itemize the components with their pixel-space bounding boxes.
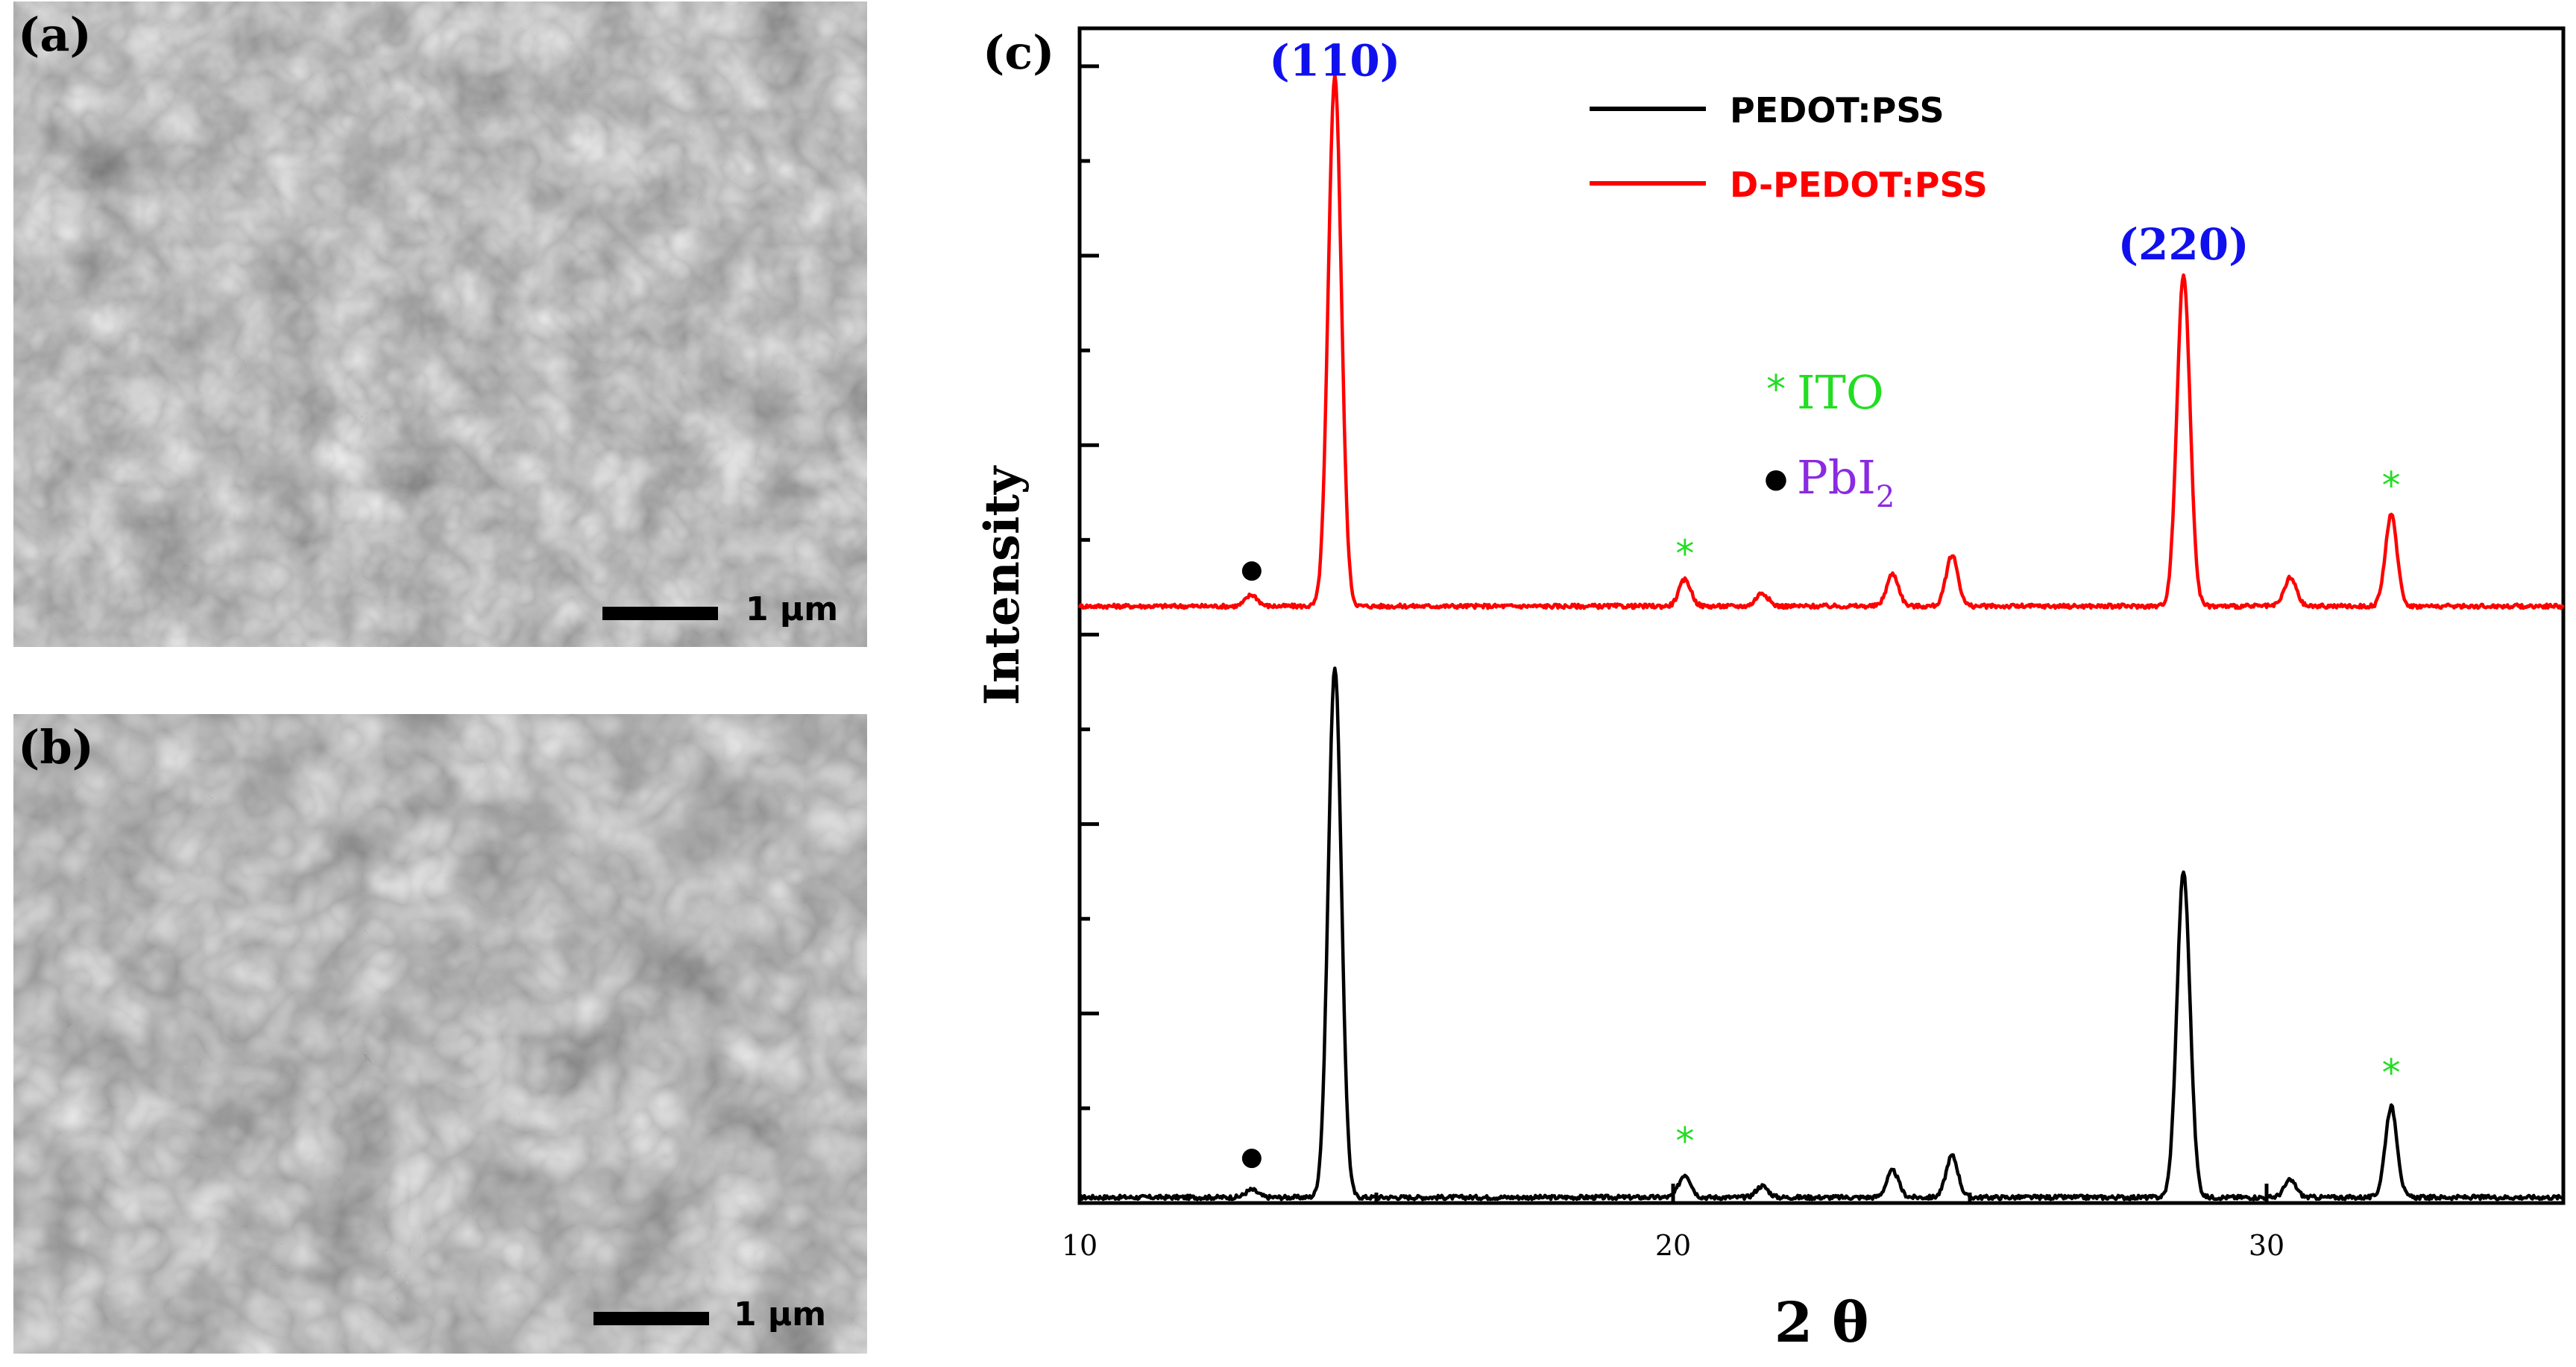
plot-frame: [1077, 26, 2566, 1205]
ito-marker: *: [1675, 532, 1694, 575]
peak-label: (110): [1269, 36, 1400, 86]
x-tick-label: 20: [1655, 1229, 1691, 1262]
annotation-group: (110) (220) * * * * ● ●: [1241, 36, 2401, 1172]
pbi2-marker: ●: [1241, 1142, 1263, 1172]
scale-label-b: 1 µm: [734, 1295, 827, 1333]
ito-marker: *: [2382, 464, 2401, 507]
scale-bar-b: [593, 1312, 709, 1325]
pbi2-legend-marker: ●: [1764, 464, 1787, 494]
sem-image-a: (a) 1 µm: [13, 1, 867, 647]
sem-texture-b: [13, 714, 867, 1354]
xrd-chart: 10 20 30 2 θ Intensity (110) (220) * * * * ● ● PEDO…: [974, 25, 2566, 1355]
x-tick-label: 30: [2249, 1229, 2284, 1262]
peak-label: (220): [2118, 219, 2249, 270]
legend-label: D-PEDOT:PSS: [1730, 165, 1988, 205]
phase-legend-label: PbI2: [1797, 450, 1895, 514]
x-tick-label: 10: [1062, 1229, 1098, 1262]
scale-label-a: 1 µm: [746, 590, 839, 628]
sem-texture-a: [13, 1, 867, 647]
legend-group: PEDOT:PSS D-PEDOT:PSS * ITO ● PbI2: [1590, 90, 1988, 514]
phase-legend-subscript: 2: [1876, 480, 1895, 514]
ito-legend-marker: *: [1766, 367, 1786, 412]
ito-marker: *: [1675, 1120, 1694, 1163]
plot-frame-group: 10 20 30 2 θ Intensity: [974, 26, 2566, 1355]
pbi2-marker: ●: [1241, 555, 1263, 584]
x-axis-title: 2 θ: [1774, 1291, 1869, 1355]
legend-label: PEDOT:PSS: [1730, 90, 1944, 130]
scale-bar-a: [602, 607, 718, 620]
series-line-pedot-pss: [1079, 666, 2564, 1202]
ito-marker: *: [2382, 1051, 2401, 1094]
series-line-d-pedot-pss: [1077, 72, 2565, 610]
y-axis-title: Intensity: [974, 465, 1030, 705]
phase-legend-label: ITO: [1797, 365, 1884, 420]
panel-label-a: (a): [18, 7, 92, 62]
panel-label-b: (b): [18, 720, 95, 774]
panel-label-c: (c): [983, 25, 1054, 80]
series-group: [1077, 72, 2565, 1202]
sem-image-b: (b) 1 µm: [13, 714, 867, 1354]
